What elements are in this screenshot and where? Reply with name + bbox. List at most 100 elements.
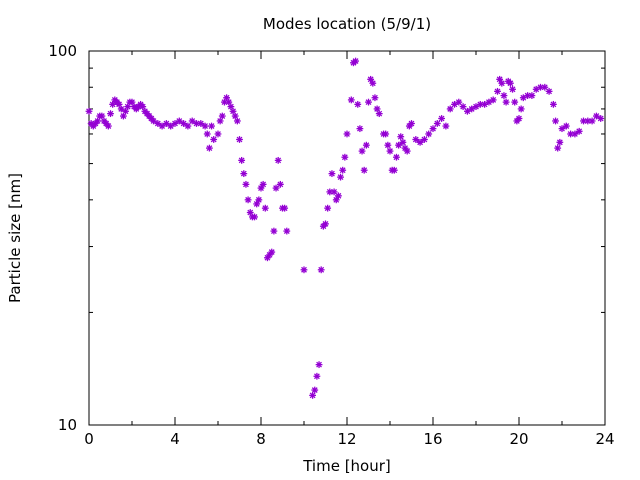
data-point [214,130,222,138]
data-point [515,115,523,122]
data-point [502,98,510,106]
data-point [550,100,557,108]
data-point [442,122,450,130]
data-point [554,144,562,152]
data-point [429,125,437,133]
data-point [315,361,323,369]
data-point [511,98,519,106]
y-tick-label: 10 [58,416,77,434]
data-point [541,83,549,91]
x-tick-label: 0 [84,430,94,448]
data-point [328,170,336,178]
data-point [390,166,398,174]
data-point [236,136,243,143]
x-tick-label: 16 [423,430,442,448]
data-point [347,96,355,104]
data-points [85,57,605,399]
data-point [369,79,377,87]
data-point [283,227,291,235]
data-point [238,156,246,164]
data-point [324,204,332,212]
data-point [500,92,508,99]
data-point [384,141,392,149]
data-point [208,122,215,130]
data-point [425,130,433,138]
data-point [311,386,319,394]
data-point [251,213,258,221]
x-tick-label: 24 [595,430,614,448]
data-point [322,220,329,228]
data-point [274,156,282,164]
data-point [343,130,351,138]
x-tick-label: 4 [170,430,180,448]
data-point [337,173,344,181]
data-point [575,127,583,135]
data-point [300,266,308,274]
data-point [184,122,192,130]
data-point [571,130,579,138]
data-point [517,105,525,113]
data-point [433,120,441,127]
data-point [593,112,600,120]
plot-border [88,50,606,426]
data-point [403,147,411,155]
data-point [489,96,497,104]
data-point [107,110,114,118]
data-point [281,204,289,212]
data-point [421,136,428,143]
data-point [438,115,445,122]
data-point [393,153,400,161]
data-point [313,372,321,380]
data-point [203,130,211,138]
data-point [597,115,605,122]
data-point [386,147,394,155]
data-point [416,138,424,146]
plot-frame [88,50,606,426]
data-point [216,117,224,125]
data-point [85,107,93,115]
data-point [360,166,368,174]
data-point [104,122,112,130]
data-point [552,117,559,125]
data-point [268,248,276,256]
data-point [371,94,379,102]
data-point [580,117,587,125]
data-point [276,180,284,188]
data-point [528,92,536,99]
data-point [588,117,596,125]
data-point [356,125,364,133]
data-point [455,98,463,106]
data-point [362,141,370,149]
data-point [244,196,252,204]
x-axis-ticks: 0 4 8 12 16 20 24 [84,51,615,448]
x-tick-label: 12 [337,430,356,448]
data-point [330,188,338,196]
data-point [210,136,218,143]
data-point [233,117,241,125]
data-point [218,112,226,120]
data-point [175,117,183,125]
data-point [556,138,564,146]
data-point [507,79,514,87]
data-point [365,98,372,106]
data-point [354,100,362,108]
data-point [498,79,506,87]
data-point [259,180,267,188]
data-point [261,204,269,212]
y-axis-title: Particle size [nm] [6,173,24,303]
data-point [446,105,454,113]
data-point [242,180,250,188]
data-point [408,120,415,127]
x-tick-label: 20 [509,430,528,448]
y-axis-ticks: 10 100 [48,42,605,434]
data-point [206,144,213,152]
data-point [352,57,359,65]
data-point [395,141,402,149]
data-point [341,153,349,161]
data-point [524,92,531,99]
data-point [240,170,248,178]
data-point [358,147,366,155]
data-point [545,87,553,95]
y-tick-label: 100 [48,42,77,60]
